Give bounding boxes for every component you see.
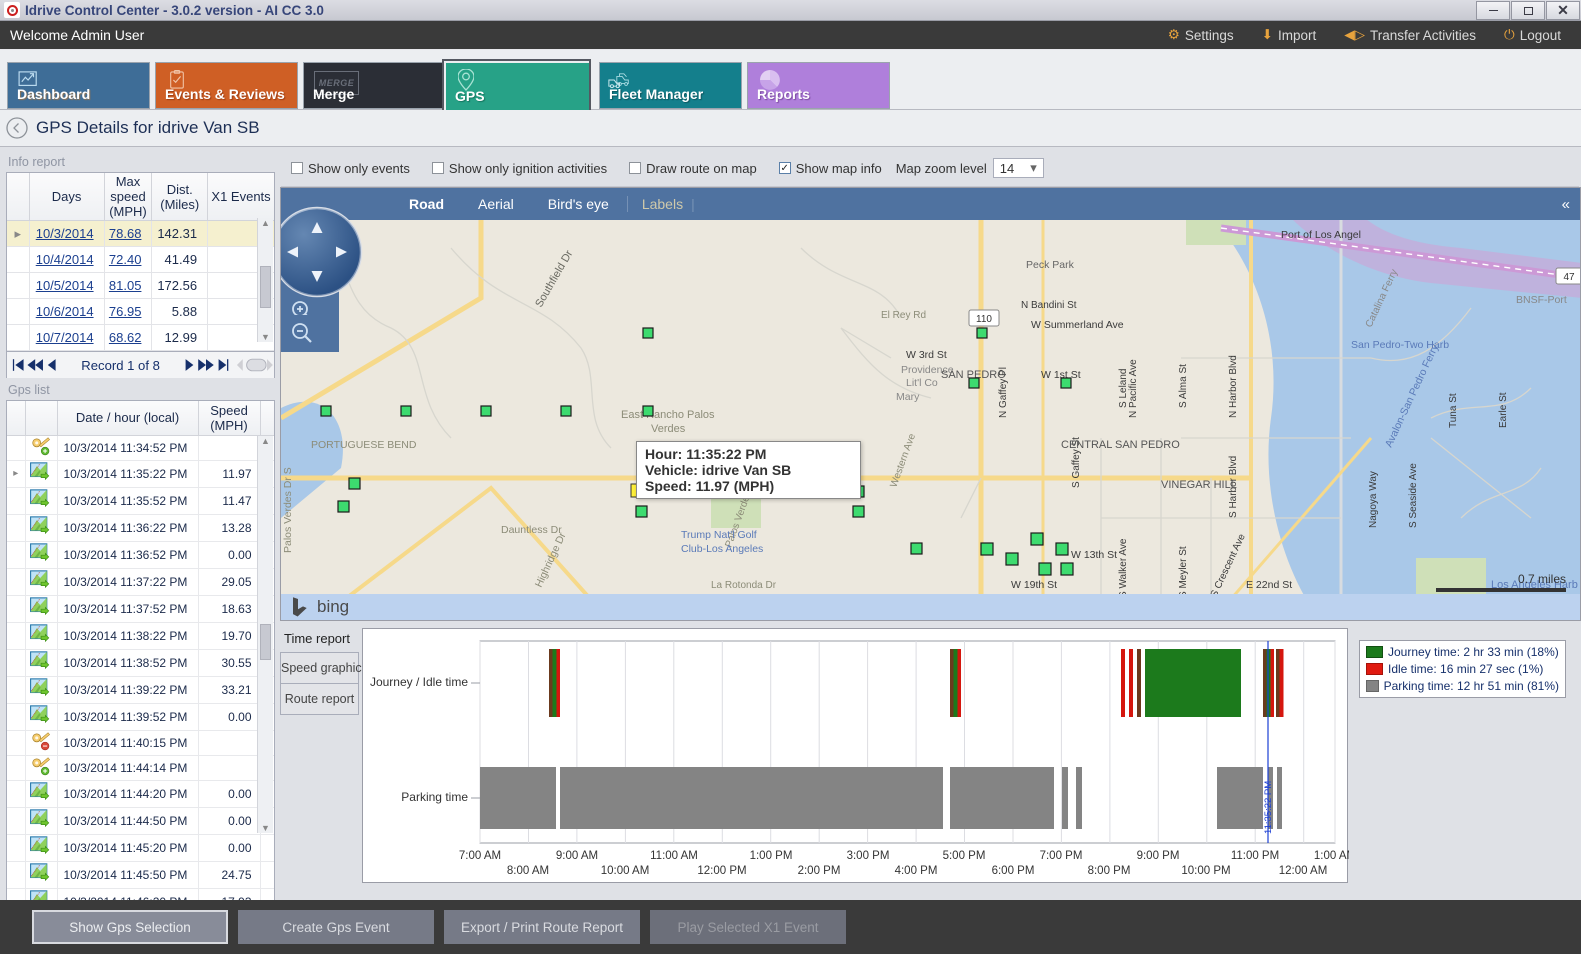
svg-text:Mary: Mary	[896, 391, 920, 403]
svg-text:7:00 AM: 7:00 AM	[459, 850, 501, 862]
svg-text:7:00 PM: 7:00 PM	[1040, 850, 1083, 862]
svg-text:Peck Park: Peck Park	[1026, 259, 1075, 271]
svg-text:S Walker Ave: S Walker Ave	[1118, 538, 1129, 598]
svg-text:10:00 AM: 10:00 AM	[601, 865, 650, 877]
svg-text:Earle St: Earle St	[1498, 392, 1509, 428]
svg-text:4:00 PM: 4:00 PM	[895, 865, 938, 877]
svg-text:East Rancho Palos: East Rancho Palos	[621, 409, 715, 421]
svg-text:3:00 PM: 3:00 PM	[847, 850, 890, 862]
svg-text:Parking time: Parking time	[401, 790, 468, 804]
svg-text:N Bandini St: N Bandini St	[1021, 300, 1077, 311]
svg-text:Lit'l Co: Lit'l Co	[906, 377, 938, 389]
svg-text:N Harbor Blvd: N Harbor Blvd	[1228, 355, 1239, 418]
svg-text:PORTUGUESE BEND: PORTUGUESE BEND	[311, 439, 417, 451]
svg-text:S Seaside Ave: S Seaside Ave	[1408, 463, 1419, 528]
svg-text:Port of Los Angel: Port of Los Angel	[1281, 229, 1361, 241]
svg-text:8:00 AM: 8:00 AM	[507, 865, 549, 877]
svg-text:11:35:22 PM: 11:35:22 PM	[1263, 781, 1274, 834]
svg-text:E 22nd St: E 22nd St	[1246, 579, 1292, 591]
svg-text:Club-Los Angeles: Club-Los Angeles	[681, 543, 763, 555]
svg-text:S Alma St: S Alma St	[1178, 364, 1189, 408]
svg-text:47: 47	[1563, 272, 1575, 283]
svg-text:El Rey Rd: El Rey Rd	[881, 310, 926, 321]
svg-text:CENTRAL SAN PEDRO: CENTRAL SAN PEDRO	[1061, 439, 1180, 451]
svg-text:9:00 PM: 9:00 PM	[1137, 850, 1180, 862]
svg-text:La Rotonda Dr: La Rotonda Dr	[711, 580, 777, 591]
svg-text:Record 1 of 8: Record 1 of 8	[81, 358, 160, 373]
svg-text:W 19th St: W 19th St	[1011, 579, 1057, 591]
svg-text:9:00 AM: 9:00 AM	[556, 850, 598, 862]
svg-text:W Summerland Ave: W Summerland Ave	[1031, 319, 1124, 331]
svg-text:Trump Nat'l Golf: Trump Nat'l Golf	[681, 529, 757, 541]
svg-text:S Meyler St: S Meyler St	[1178, 546, 1189, 598]
svg-text:W 3rd St: W 3rd St	[906, 349, 947, 361]
svg-text:11:00 PM: 11:00 PM	[1231, 850, 1279, 862]
svg-text:1:00 PM: 1:00 PM	[750, 850, 793, 862]
svg-text:BNSF-Port: BNSF-Port	[1516, 294, 1567, 306]
svg-text:VINEGAR HILL: VINEGAR HILL	[1161, 479, 1237, 491]
svg-text:S Leland: S Leland	[1118, 369, 1129, 408]
svg-text:N Pacific Ave: N Pacific Ave	[1128, 359, 1139, 418]
svg-text:Journey / Idle time: Journey / Idle time	[370, 675, 468, 689]
svg-text:Palos Verdes Dr S: Palos Verdes Dr S	[282, 467, 294, 553]
svg-text:5:00 PM: 5:00 PM	[943, 850, 986, 862]
svg-text:Tuna St: Tuna St	[1448, 393, 1459, 428]
svg-text:W 13th St: W 13th St	[1071, 549, 1117, 561]
svg-text:Dauntless Dr: Dauntless Dr	[501, 524, 562, 536]
svg-text:1:00 AM: 1:00 AM	[1314, 850, 1349, 862]
svg-text:12:00 AM: 12:00 AM	[1279, 865, 1328, 877]
svg-text:2:00 PM: 2:00 PM	[798, 865, 841, 877]
svg-text:12:00 PM: 12:00 PM	[697, 865, 746, 877]
svg-text:10:00 PM: 10:00 PM	[1181, 865, 1230, 877]
svg-text:Nagoya Way: Nagoya Way	[1368, 471, 1379, 528]
svg-text:Verdes: Verdes	[651, 423, 686, 435]
svg-text:8:00 PM: 8:00 PM	[1088, 865, 1131, 877]
svg-text:110: 110	[976, 314, 992, 325]
svg-text:11:00 AM: 11:00 AM	[650, 850, 698, 862]
svg-text:6:00 PM: 6:00 PM	[992, 865, 1035, 877]
